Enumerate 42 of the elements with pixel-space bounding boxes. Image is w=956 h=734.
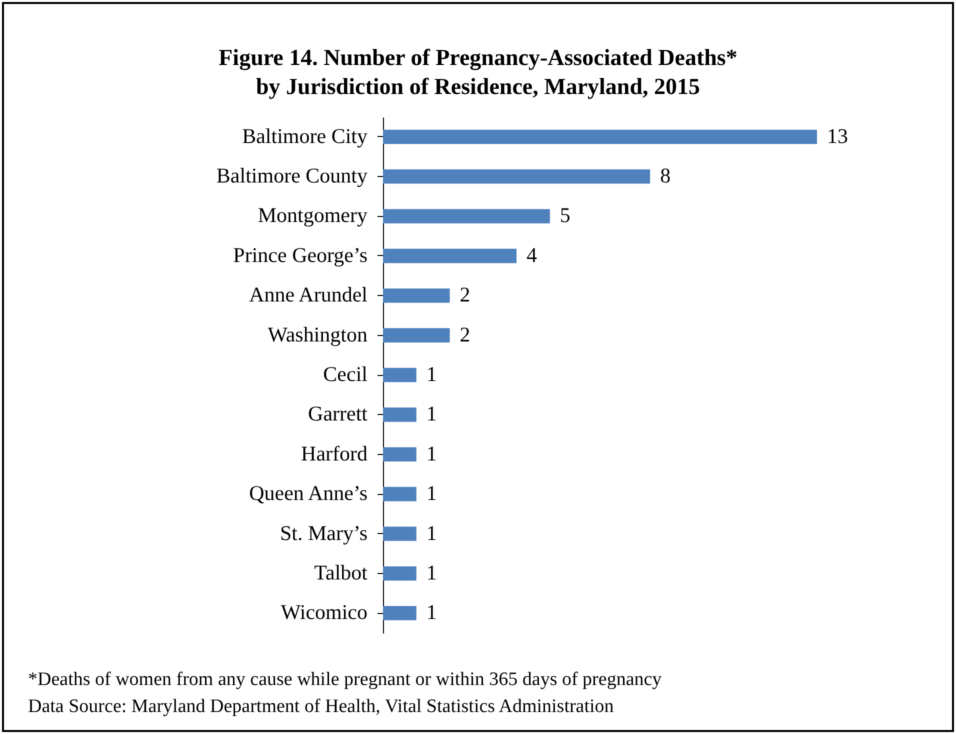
bar: [383, 130, 817, 144]
bar: [383, 486, 416, 502]
y-tick-label: St. Mary’s: [280, 520, 368, 545]
y-tick-label: Washington: [268, 322, 368, 346]
data-label: 13: [827, 124, 848, 148]
y-tick-label: Baltimore City: [242, 124, 368, 148]
y-tick-label: Harford: [301, 441, 368, 466]
bar: [383, 566, 416, 581]
data-label: 1: [426, 600, 437, 624]
data-label: 1: [426, 441, 437, 466]
bar: [383, 169, 650, 184]
data-label: 1: [426, 481, 437, 506]
chart-title: Figure 14. Number of Pregnancy-Associated Deaths* by Jurisdiction of Residence, Maryland, 2015: [218, 45, 738, 99]
data-label: 1: [426, 520, 437, 545]
bar: [383, 368, 416, 382]
bar: [383, 526, 416, 541]
y-tick-label: Garrett: [308, 402, 368, 426]
data-label: 8: [660, 164, 671, 188]
text: *Deaths of women from any cause while pregnant or within 365 days of pregnancy: [28, 668, 662, 692]
data-label: 5: [560, 203, 570, 228]
data-label: 1: [426, 560, 437, 584]
data-label: 1: [426, 402, 437, 426]
y-tick-label: Baltimore County: [216, 164, 368, 188]
bar: [383, 606, 416, 620]
y-tick-label: Prince George’s: [233, 242, 368, 267]
bar: [383, 328, 450, 342]
y-tick-label: Wicomico: [280, 600, 368, 624]
y-tick-label: Anne Arundel: [249, 282, 368, 307]
bar: [383, 288, 450, 303]
data-label: 2: [460, 282, 470, 307]
y-tick-label: Cecil: [323, 362, 368, 386]
source-note: Data Source: Maryland Department of Health, Vital Statistics Administration: [28, 695, 615, 719]
y-tick-label: Talbot: [314, 560, 368, 584]
y-tick-label: Queen Anne’s: [249, 481, 368, 506]
data-label: 4: [526, 242, 538, 267]
data-label: 2: [460, 322, 470, 346]
data-label: 1: [426, 362, 437, 386]
bar: [383, 447, 416, 462]
bar: [383, 209, 550, 224]
y-tick-label: Montgomery: [258, 203, 368, 228]
bar: [383, 248, 517, 264]
bar: [383, 408, 416, 422]
